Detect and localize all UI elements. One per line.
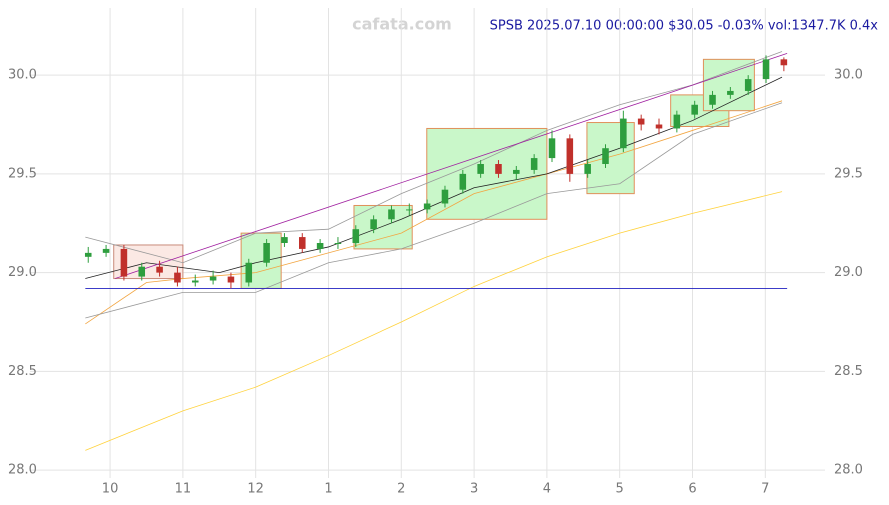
- candle-body: [584, 164, 591, 174]
- zone-box: [586, 122, 635, 195]
- candle-body: [530, 158, 538, 170]
- candle-body: [388, 209, 395, 220]
- candle-body: [299, 237, 306, 249]
- overlay-line: [85, 76, 783, 279]
- overlay-line: [85, 191, 783, 451]
- candle-body: [281, 237, 288, 243]
- candle-body: [316, 243, 324, 249]
- candle-body: [602, 148, 609, 165]
- y-tick-label-right: 29.5: [834, 166, 863, 181]
- candle-body: [762, 59, 770, 80]
- chart-title: SPSB 2025.07.10 00:00:00 $30.05 -0.03% v…: [490, 19, 879, 34]
- x-tick-label: 2: [397, 482, 405, 497]
- candle-body: [459, 173, 467, 190]
- candle-body: [727, 90, 734, 95]
- candle-body: [709, 94, 716, 105]
- zone-box: [353, 204, 413, 250]
- x-tick-label: 11: [175, 482, 192, 497]
- candle-body: [780, 59, 788, 66]
- candle-body: [441, 189, 449, 204]
- candle-body: [673, 114, 681, 129]
- candle-body: [156, 266, 163, 273]
- y-tick-label-right: 29.0: [834, 265, 863, 280]
- candle-body: [209, 276, 217, 281]
- y-tick-label-right: 30.0: [834, 68, 863, 83]
- candle-body: [620, 118, 627, 149]
- y-tick-label: 29.0: [8, 265, 37, 280]
- candle-body: [566, 138, 574, 174]
- x-tick-label: 4: [543, 482, 551, 497]
- watermark: cafata.com: [352, 15, 452, 34]
- overlay-line: [85, 51, 783, 264]
- candle-body: [138, 266, 146, 277]
- candle-body: [477, 164, 484, 174]
- y-tick-label-right: 28.0: [834, 463, 863, 478]
- candle-body: [227, 276, 235, 283]
- candle-body: [548, 138, 556, 159]
- x-tick-label: 10: [102, 482, 119, 497]
- candle-body: [513, 169, 520, 174]
- x-tick-label: 1: [324, 482, 332, 497]
- overlay-line: [115, 53, 788, 279]
- candle-body: [406, 209, 413, 211]
- x-tick-label: 5: [616, 482, 624, 497]
- y-tick-label: 29.5: [8, 166, 37, 181]
- candle-body: [191, 280, 199, 283]
- candle-body: [370, 219, 377, 230]
- y-tick-label: 28.0: [8, 463, 37, 478]
- candle-body: [84, 252, 92, 257]
- candle-body: [495, 164, 502, 174]
- candle-body: [334, 243, 342, 244]
- x-tick-label: 7: [761, 482, 769, 497]
- y-tick-label: 30.0: [8, 68, 37, 83]
- candle-body: [352, 229, 360, 243]
- x-tick-label: 3: [470, 482, 478, 497]
- candle-body: [263, 243, 270, 263]
- overlay-line: [85, 100, 783, 325]
- candle-body: [655, 124, 663, 129]
- candle-body: [691, 104, 698, 115]
- candle-body: [120, 248, 128, 277]
- y-tick-label-right: 28.5: [834, 364, 863, 379]
- candle-body: [102, 248, 110, 253]
- x-tick-label: 12: [247, 482, 264, 497]
- candle-body: [744, 79, 752, 91]
- x-tick-label: 6: [688, 482, 696, 497]
- zone-box: [426, 127, 548, 220]
- candle-body: [423, 203, 431, 210]
- candle-body: [637, 118, 645, 125]
- y-tick-label: 28.5: [8, 364, 37, 379]
- candle-body: [174, 272, 181, 283]
- overlay-line: [85, 102, 783, 319]
- candle-body: [245, 262, 253, 283]
